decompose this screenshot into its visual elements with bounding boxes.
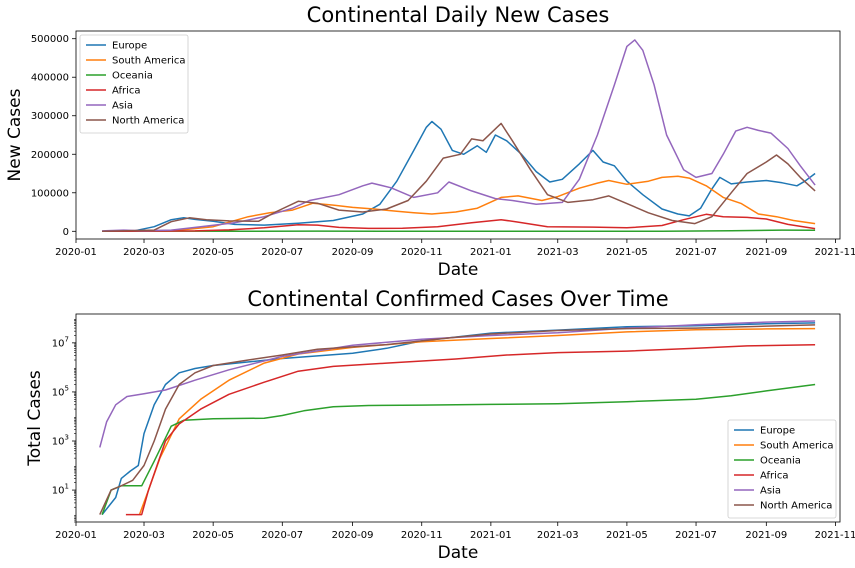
legend-entry-label: Europe — [112, 41, 147, 52]
chart-title: Continental Confirmed Cases Over Time — [247, 287, 668, 311]
legend-box — [79, 34, 189, 134]
legend-entry-label: South America — [760, 441, 834, 452]
y-axis-label: Total Cases — [25, 370, 45, 467]
chart-1: Continental Daily New Cases 2020-01 2020-0… — [5, 3, 855, 280]
series-line-europe — [102, 120, 816, 233]
y-tick-label: 101 — [52, 483, 69, 497]
series-line-asia — [99, 320, 816, 448]
x-axis-label: Date — [438, 260, 479, 280]
legend-box — [727, 419, 837, 519]
legend-entry-label: Asia — [760, 486, 781, 497]
x-tick-label: 2020-11 — [401, 530, 443, 541]
x-tick-label: 2021-03 — [537, 530, 579, 541]
legend-entry-label: Oceania — [760, 456, 801, 467]
chart-title: Continental Daily New Cases — [307, 3, 610, 27]
x-tick-label: 2020-07 — [261, 530, 303, 541]
series-line-africa — [102, 213, 816, 233]
series-line-north-america — [99, 324, 816, 515]
x-tick-label: 2021-09 — [745, 247, 787, 258]
y-tick-label: 300000 — [31, 111, 69, 122]
y-axis-label: New Cases — [5, 88, 25, 181]
x-tick-label: 2020-01 — [55, 247, 97, 258]
series-line-south-america — [102, 175, 816, 233]
legend-entry-label: North America — [760, 501, 832, 512]
legend-entry-label: North America — [112, 116, 184, 127]
x-tick-label: 2020-09 — [332, 530, 374, 541]
y-tick-label: 105 — [52, 384, 69, 398]
x-tick-label: 2020-05 — [192, 247, 234, 258]
x-tick-label: 2020-03 — [123, 530, 165, 541]
x-tick-label: 2021-05 — [606, 247, 648, 258]
series-line-south-america — [138, 327, 816, 515]
x-tick-label: 2020-01 — [55, 530, 97, 541]
legend: Europe South America Oceania Africa Asia Nort… — [727, 419, 837, 519]
y-tick-label: 200000 — [31, 150, 69, 161]
y-tick-label: 0 — [63, 227, 69, 238]
y-tick-label: 500000 — [31, 34, 69, 45]
x-tick-label: 2020-05 — [192, 530, 234, 541]
x-tick-label: 2021-09 — [745, 530, 787, 541]
x-tick-label: 2020-11 — [401, 247, 443, 258]
series-line-africa — [125, 344, 816, 516]
x-tick-label: 2020-03 — [123, 247, 165, 258]
axes-frame — [75, 313, 841, 523]
x-tick-label: 2021-07 — [675, 530, 717, 541]
series-line-oceania — [101, 383, 816, 515]
x-tick-label: 2021-07 — [675, 247, 717, 258]
series-line-asia — [102, 39, 816, 232]
legend-entry-label: South America — [112, 56, 186, 67]
y-tick-label: 100000 — [31, 188, 69, 199]
y-tick-label: 103 — [52, 434, 69, 448]
x-axis-label: Date — [438, 543, 479, 563]
y-tick-label: 400000 — [31, 73, 69, 84]
x-tick-label: 2021-03 — [537, 247, 579, 258]
legend-entry-label: Europe — [760, 426, 795, 437]
legend-entry-label: Oceania — [112, 71, 153, 82]
x-tick-label: 2021-11 — [815, 247, 855, 258]
series-line-north-america — [102, 122, 816, 233]
x-tick-label: 2021-01 — [470, 530, 512, 541]
series-group — [99, 320, 816, 516]
y-tick-label: 107 — [52, 335, 69, 349]
legend: Europe South America Oceania Africa Asia Nort… — [79, 34, 189, 134]
legend-entry-label: Africa — [760, 471, 789, 482]
chart-2: Continental Confirmed Cases Over Time 202… — [25, 287, 855, 563]
legend-entry-label: Asia — [112, 101, 133, 112]
axes-frame — [75, 30, 841, 240]
x-tick-label: 2020-09 — [332, 247, 374, 258]
legend-entry-label: Africa — [112, 86, 141, 97]
series-group — [102, 39, 816, 233]
x-tick-label: 2021-11 — [815, 530, 855, 541]
x-tick-label: 2021-01 — [470, 247, 512, 258]
x-tick-label: 2020-07 — [261, 247, 303, 258]
x-tick-label: 2021-05 — [606, 530, 648, 541]
